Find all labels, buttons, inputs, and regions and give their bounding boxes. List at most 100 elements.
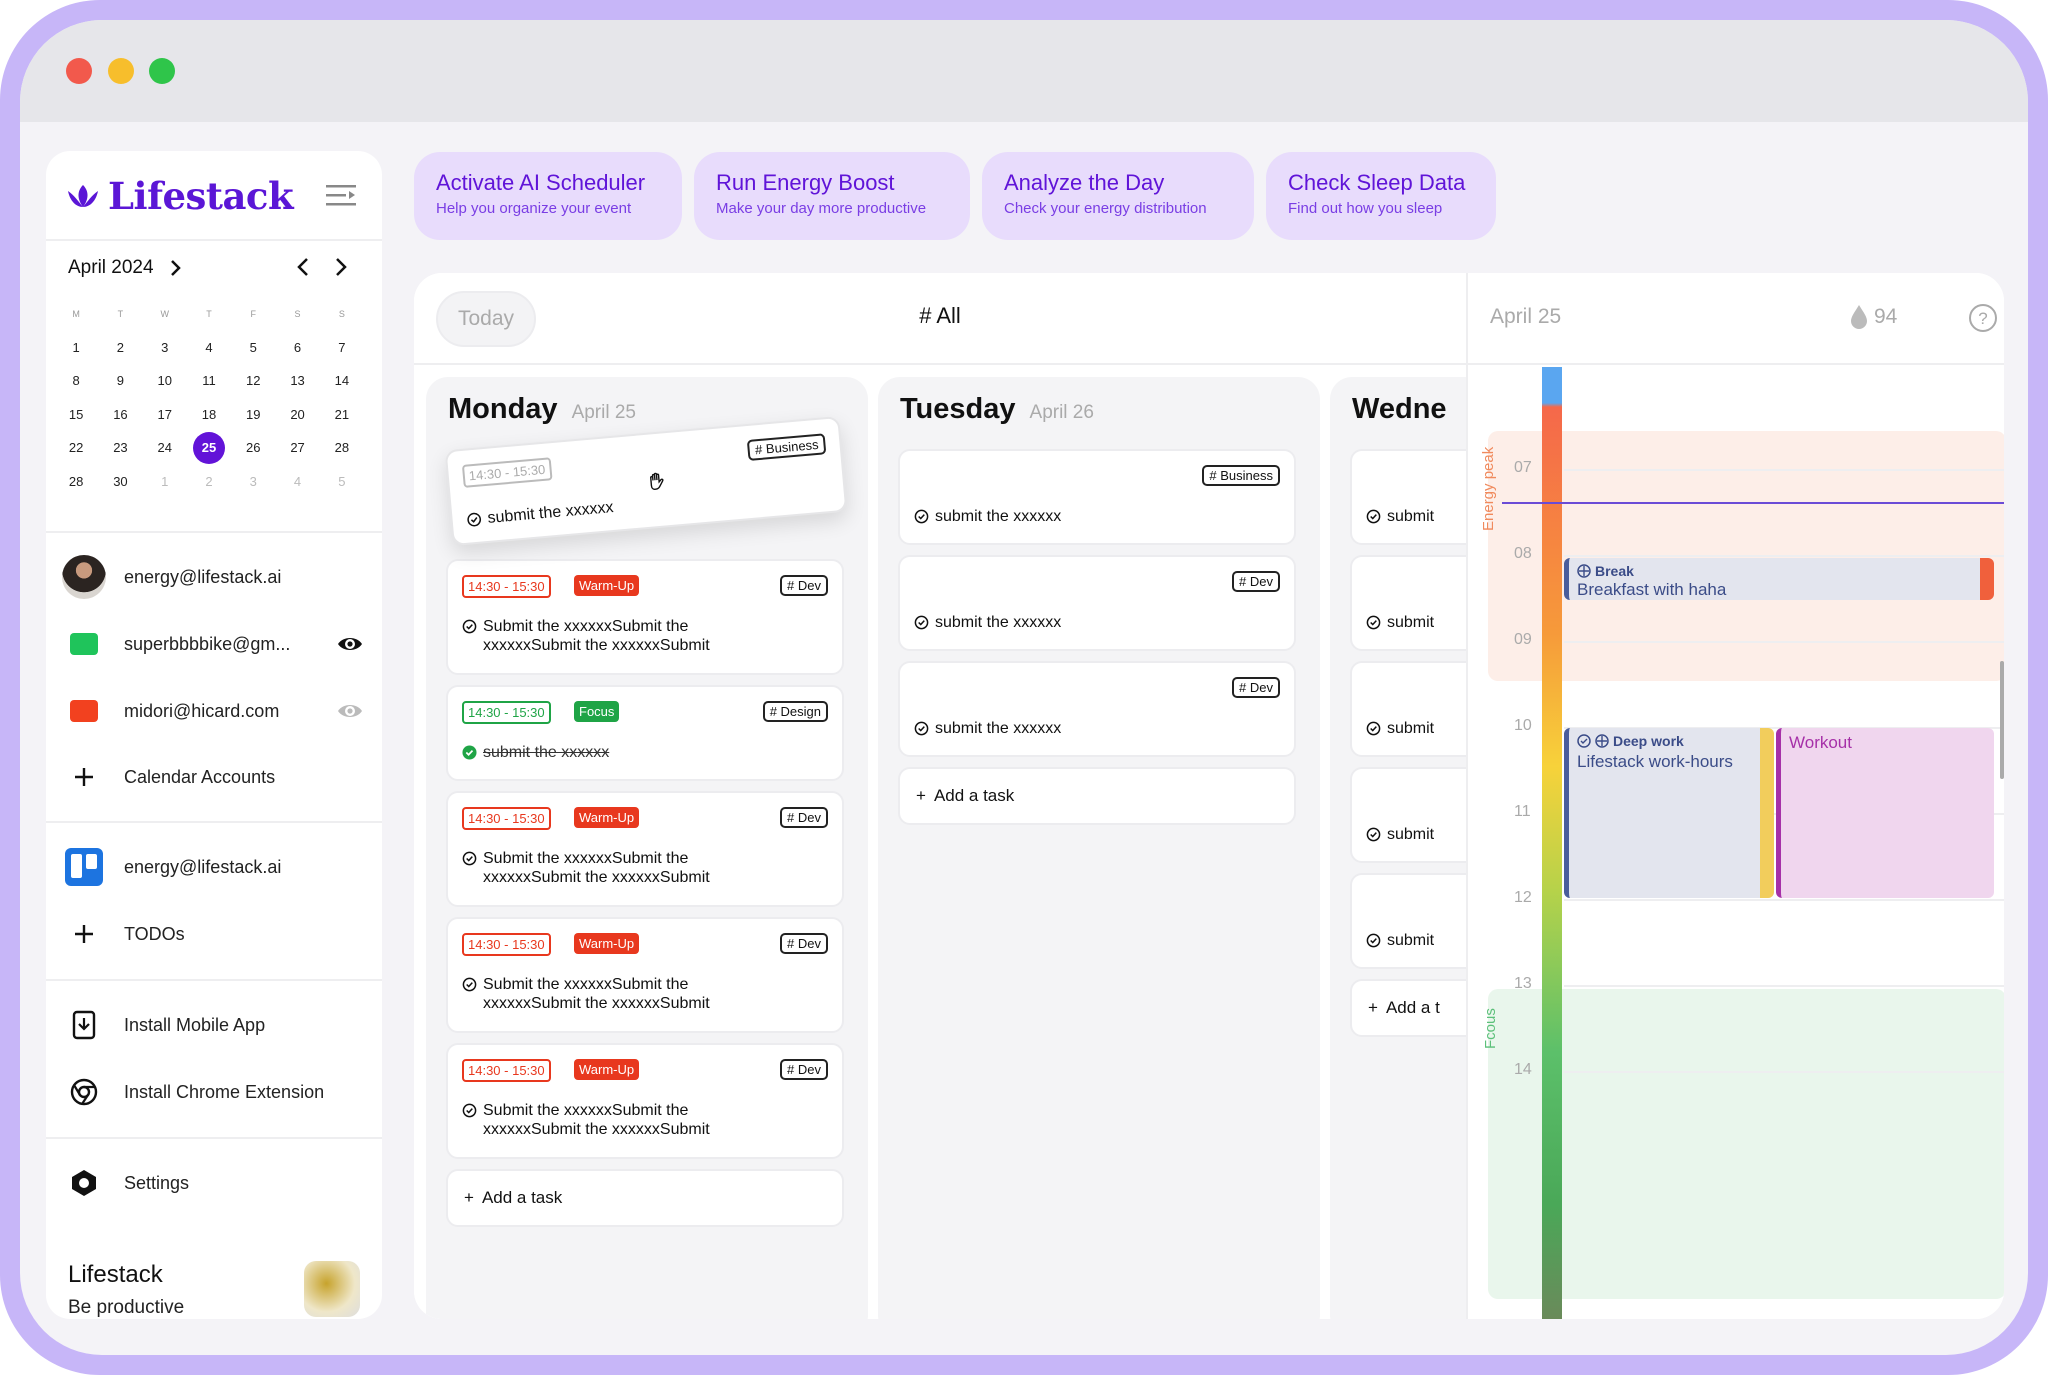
event-workout[interactable]: Workout xyxy=(1776,728,1994,898)
calendar-day[interactable]: 1 xyxy=(143,474,187,489)
calendar-day[interactable]: 21 xyxy=(320,407,364,422)
check-circle-icon[interactable] xyxy=(914,509,929,524)
calendar-day[interactable]: 3 xyxy=(231,474,275,489)
task-card[interactable]: 14:30 - 15:30 Warm-Up # Dev Submit the x… xyxy=(446,1043,844,1159)
task-card[interactable]: 14:30 - 15:30 Warm-Up # Dev Submit the x… xyxy=(446,559,844,675)
calendar-account-item[interactable]: superbbbbike@gm... xyxy=(62,618,372,670)
settings-item[interactable]: Settings xyxy=(62,1157,372,1209)
calendar-account-item[interactable]: midori@hicard.com xyxy=(62,685,372,737)
check-circle-icon[interactable] xyxy=(462,1103,477,1118)
quick-action-analyze-day[interactable]: Analyze the Day Check your energy distri… xyxy=(982,152,1254,240)
calendar-day[interactable]: 10 xyxy=(143,373,187,388)
help-icon[interactable]: ? xyxy=(1968,303,1998,333)
calendar-day[interactable]: 23 xyxy=(98,440,142,455)
maximize-window-button[interactable] xyxy=(149,58,175,84)
calendar-day[interactable]: 22 xyxy=(54,440,98,455)
task-item[interactable]: Submit the xxxxxxSubmit the xxxxxxSubmit … xyxy=(462,849,710,887)
calendar-day[interactable]: 2 xyxy=(98,340,142,355)
primary-account[interactable]: energy@lifestack.ai xyxy=(62,551,372,603)
check-circle-icon[interactable] xyxy=(914,615,929,630)
calendar-day[interactable]: 3 xyxy=(143,340,187,355)
check-circle-icon[interactable] xyxy=(1366,615,1381,630)
calendar-day[interactable]: 2 xyxy=(187,474,231,489)
calendar-day[interactable]: 18 xyxy=(187,407,231,422)
add-task-button[interactable]: + Add a task xyxy=(446,1169,844,1227)
task-item[interactable]: submit xyxy=(1366,931,1434,950)
check-circle-icon[interactable] xyxy=(1366,721,1381,736)
calendar-day[interactable]: 5 xyxy=(320,474,364,489)
dragging-task-card[interactable]: 14:30 - 15:30 # Business submit the xxxx… xyxy=(444,415,848,547)
calendar-day[interactable]: 30 xyxy=(98,474,142,489)
selected-day[interactable]: 25 xyxy=(187,431,231,464)
calendar-day[interactable]: 28 xyxy=(320,440,364,455)
task-card[interactable]: 14:30 - 15:30 Warm-Up # Dev Submit the x… xyxy=(446,917,844,1033)
task-card[interactable]: # Dev submit the xxxxxx xyxy=(898,555,1296,651)
month-header[interactable]: April 2024 xyxy=(68,257,182,279)
calendar-day[interactable]: 12 xyxy=(231,373,275,388)
calendar-day[interactable]: 26 xyxy=(231,440,275,455)
trello-account[interactable]: energy@lifestack.ai xyxy=(62,841,372,893)
today-button[interactable]: Today xyxy=(436,291,536,347)
task-card[interactable]: # Dev submit the xxxxxx xyxy=(898,661,1296,757)
calendar-day[interactable]: 4 xyxy=(187,340,231,355)
filter-label[interactable]: # All xyxy=(919,303,961,328)
task-item[interactable]: submit xyxy=(1366,719,1434,738)
add-task-button[interactable]: + Add a task xyxy=(898,767,1296,825)
check-circle-icon[interactable] xyxy=(1366,509,1381,524)
check-circle-icon[interactable] xyxy=(1366,933,1381,948)
quick-action-ai-scheduler[interactable]: Activate AI Scheduler Help you organize … xyxy=(414,152,682,240)
calendar-day[interactable]: 11 xyxy=(187,373,231,388)
task-item[interactable]: Submit the xxxxxxSubmit the xxxxxxSubmit … xyxy=(462,617,710,655)
calendar-day[interactable]: 7 xyxy=(320,340,364,355)
task-item[interactable]: submit the xxxxxx xyxy=(914,507,1061,526)
check-circle-icon[interactable] xyxy=(466,511,482,527)
user-avatar[interactable] xyxy=(304,1261,360,1317)
check-circle-icon[interactable] xyxy=(914,721,929,736)
task-item[interactable]: Submit the xxxxxxSubmit the xxxxxxSubmit … xyxy=(462,975,710,1013)
close-window-button[interactable] xyxy=(66,58,92,84)
calendar-day[interactable]: 17 xyxy=(143,407,187,422)
next-month-button[interactable] xyxy=(328,255,352,279)
calendar-day[interactable]: 14 xyxy=(320,373,364,388)
event-break[interactable]: Break Breakfast with haha xyxy=(1564,558,1994,600)
task-item[interactable]: submit the xxxxxx xyxy=(914,719,1061,738)
calendar-day[interactable]: 6 xyxy=(275,340,319,355)
calendar-day[interactable]: 16 xyxy=(98,407,142,422)
calendar-day[interactable]: 5 xyxy=(231,340,275,355)
collapse-menu-icon[interactable] xyxy=(326,183,356,207)
calendar-day[interactable]: 15 xyxy=(54,407,98,422)
prev-month-button[interactable] xyxy=(292,255,316,279)
quick-action-sleep-data[interactable]: Check Sleep Data Find out how you sleep xyxy=(1266,152,1496,240)
install-chrome-extension[interactable]: Install Chrome Extension xyxy=(62,1066,372,1118)
add-calendar-account[interactable]: Calendar Accounts xyxy=(62,751,372,803)
chevron-right-icon[interactable] xyxy=(168,259,182,277)
install-mobile-app[interactable]: Install Mobile App xyxy=(62,999,372,1051)
eye-icon[interactable] xyxy=(336,630,364,658)
task-item[interactable]: submit xyxy=(1366,825,1434,844)
check-circle-icon[interactable] xyxy=(1366,827,1381,842)
task-item[interactable]: Submit the xxxxxxSubmit the xxxxxxSubmit … xyxy=(462,1101,710,1139)
check-done-icon[interactable] xyxy=(462,745,477,760)
task-item[interactable]: submit xyxy=(1366,507,1434,526)
calendar-day[interactable]: 19 xyxy=(231,407,275,422)
task-item[interactable]: submit the xxxxxx xyxy=(462,743,609,762)
check-circle-icon[interactable] xyxy=(462,619,477,634)
calendar-day[interactable]: 9 xyxy=(98,373,142,388)
calendar-day[interactable]: 1 xyxy=(54,340,98,355)
task-card[interactable]: 14:30 - 15:30 Warm-Up # Dev Submit the x… xyxy=(446,791,844,907)
task-card[interactable]: # Business submit the xxxxxx xyxy=(898,449,1296,545)
calendar-day[interactable]: 24 xyxy=(143,440,187,455)
scrollbar[interactable] xyxy=(2000,661,2004,779)
calendar-day[interactable]: 20 xyxy=(275,407,319,422)
calendar-day[interactable]: 28 xyxy=(54,474,98,489)
task-item[interactable]: submit the xxxxxx xyxy=(466,498,614,530)
task-card[interactable]: 14:30 - 15:30 Focus # Design submit the … xyxy=(446,685,844,781)
calendar-day[interactable]: 27 xyxy=(275,440,319,455)
minimize-window-button[interactable] xyxy=(108,58,134,84)
check-circle-icon[interactable] xyxy=(462,851,477,866)
eye-hidden-icon[interactable] xyxy=(336,697,364,725)
add-todos[interactable]: TODOs xyxy=(62,908,372,960)
check-circle-icon[interactable] xyxy=(462,977,477,992)
task-item[interactable]: submit the xxxxxx xyxy=(914,613,1061,632)
event-deep-work[interactable]: Deep work Lifestack work-hours xyxy=(1564,728,1774,898)
